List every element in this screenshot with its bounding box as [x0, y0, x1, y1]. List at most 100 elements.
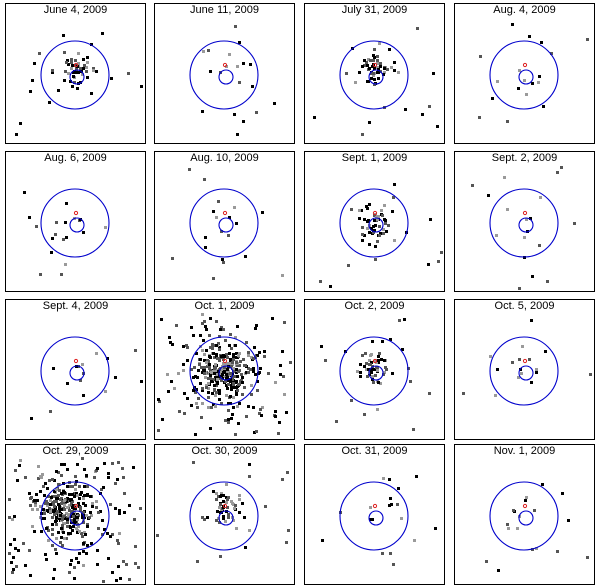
count-pixel — [71, 529, 74, 532]
count-pixel — [388, 504, 391, 507]
count-pixel — [183, 412, 186, 415]
count-pixel — [376, 55, 379, 58]
count-pixel — [84, 533, 87, 536]
count-pixel — [373, 368, 376, 371]
count-pixel — [79, 493, 82, 496]
count-pixel — [53, 513, 56, 516]
count-pixel — [369, 363, 372, 366]
count-pixel — [238, 498, 241, 501]
image-panel: Oct. 30, 2009 — [154, 444, 295, 585]
count-pixel — [212, 210, 215, 213]
count-pixel — [281, 350, 284, 353]
count-pixel — [365, 61, 368, 64]
count-pixel — [407, 367, 410, 370]
count-pixel — [207, 49, 210, 52]
count-pixel — [489, 355, 492, 358]
count-pixel — [37, 465, 40, 468]
count-pixel — [43, 494, 46, 497]
count-pixel — [37, 477, 40, 480]
count-pixel — [127, 72, 130, 75]
panel-frame — [5, 299, 146, 440]
panel-frame — [5, 151, 146, 292]
count-pixel — [360, 209, 363, 212]
count-pixel — [367, 58, 370, 61]
count-pixel — [361, 239, 364, 242]
count-pixel — [211, 347, 214, 350]
count-pixel — [383, 218, 386, 221]
count-pixel — [206, 516, 209, 519]
count-pixel — [58, 517, 61, 520]
count-pixel — [259, 367, 262, 370]
count-pixel — [205, 361, 208, 364]
count-pixel — [23, 191, 26, 194]
count-pixel — [190, 326, 193, 329]
count-pixel — [53, 568, 56, 571]
count-pixel — [195, 352, 198, 355]
count-pixel — [234, 336, 237, 339]
count-pixel — [222, 358, 225, 361]
count-pixel — [516, 527, 519, 530]
count-pixel — [372, 381, 375, 384]
count-pixel — [213, 356, 216, 359]
count-pixel — [372, 72, 375, 75]
count-pixel — [376, 66, 379, 69]
count-pixel — [224, 419, 227, 422]
panel-frame — [154, 151, 295, 292]
count-pixel — [274, 410, 277, 413]
count-pixel — [227, 402, 230, 405]
count-pixel — [82, 67, 85, 70]
count-pixel — [236, 133, 239, 136]
count-pixel — [218, 335, 221, 338]
count-pixel — [199, 334, 202, 337]
source-circle — [518, 69, 534, 85]
count-pixel — [214, 363, 217, 366]
count-pixel — [157, 398, 160, 401]
count-map — [5, 3, 146, 144]
count-pixel — [61, 500, 64, 503]
panel-frame — [454, 444, 595, 585]
count-pixel — [201, 313, 204, 316]
position-marker — [522, 358, 528, 364]
count-pixel — [60, 527, 63, 530]
count-pixel — [85, 474, 88, 477]
count-pixel — [393, 239, 396, 242]
count-pixel — [166, 373, 169, 376]
source-circle — [218, 365, 234, 381]
count-pixel — [203, 178, 206, 181]
count-pixel — [75, 504, 78, 507]
count-pixel — [101, 32, 104, 35]
count-pixel — [76, 494, 79, 497]
count-pixel — [544, 350, 547, 353]
count-pixel — [222, 517, 225, 520]
count-pixel — [479, 55, 482, 58]
count-pixel — [116, 478, 119, 481]
extraction-circle — [489, 481, 559, 551]
panel-frame — [154, 3, 295, 144]
count-pixel — [110, 77, 113, 80]
count-pixel — [36, 499, 39, 502]
count-pixel — [252, 357, 255, 360]
count-pixel — [33, 62, 36, 65]
count-pixel — [377, 215, 380, 218]
count-pixel — [256, 389, 259, 392]
count-pixel — [60, 536, 63, 539]
count-pixel — [237, 422, 240, 425]
count-pixel — [89, 495, 92, 498]
count-pixel — [215, 376, 218, 379]
count-pixel — [36, 508, 39, 511]
count-pixel — [390, 66, 393, 69]
count-pixel — [201, 389, 204, 392]
count-pixel — [64, 70, 67, 73]
count-pixel — [218, 348, 221, 351]
image-panel: Aug. 4, 2009 — [454, 3, 595, 144]
count-pixel — [86, 485, 89, 488]
count-pixel — [31, 79, 34, 82]
count-pixel — [82, 521, 85, 524]
count-pixel — [218, 389, 221, 392]
count-pixel — [95, 469, 98, 472]
count-pixel — [368, 121, 371, 124]
count-pixel — [50, 251, 53, 254]
count-pixel — [60, 474, 63, 477]
count-pixel — [219, 371, 222, 374]
count-pixel — [366, 64, 369, 67]
